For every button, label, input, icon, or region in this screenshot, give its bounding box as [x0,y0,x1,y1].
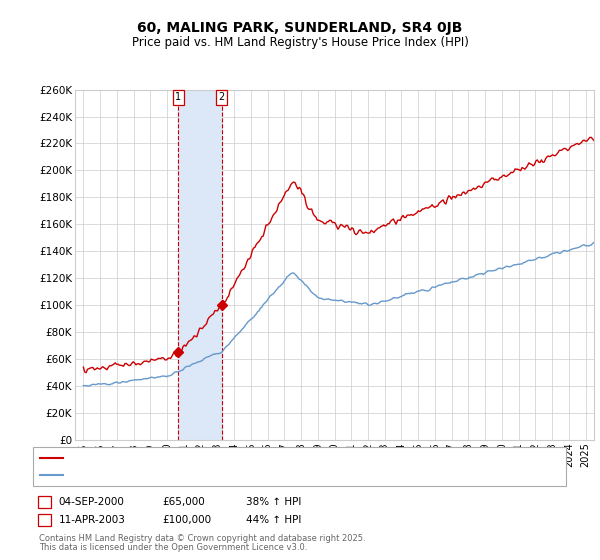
Text: 44% ↑ HPI: 44% ↑ HPI [246,515,301,525]
Text: 2: 2 [41,515,48,525]
Text: Contains HM Land Registry data © Crown copyright and database right 2025.: Contains HM Land Registry data © Crown c… [39,534,365,543]
Text: £100,000: £100,000 [162,515,211,525]
Text: This data is licensed under the Open Government Licence v3.0.: This data is licensed under the Open Gov… [39,543,307,552]
Bar [178,90,222,440]
Text: HPI: Average price, semi-detached house, Sunderland: HPI: Average price, semi-detached house,… [69,470,338,480]
Text: 60, MALING PARK, SUNDERLAND, SR4 0JB: 60, MALING PARK, SUNDERLAND, SR4 0JB [137,21,463,35]
Text: £65,000: £65,000 [162,497,205,507]
Text: 1: 1 [175,92,181,102]
Text: 11-APR-2003: 11-APR-2003 [59,515,125,525]
Text: 04-SEP-2000: 04-SEP-2000 [59,497,125,507]
Text: 2: 2 [219,92,225,102]
Text: 38% ↑ HPI: 38% ↑ HPI [246,497,301,507]
Text: 60, MALING PARK, SUNDERLAND, SR4 0JB (semi-detached house): 60, MALING PARK, SUNDERLAND, SR4 0JB (se… [69,453,395,463]
Text: Price paid vs. HM Land Registry's House Price Index (HPI): Price paid vs. HM Land Registry's House … [131,36,469,49]
Text: 1: 1 [41,497,48,507]
